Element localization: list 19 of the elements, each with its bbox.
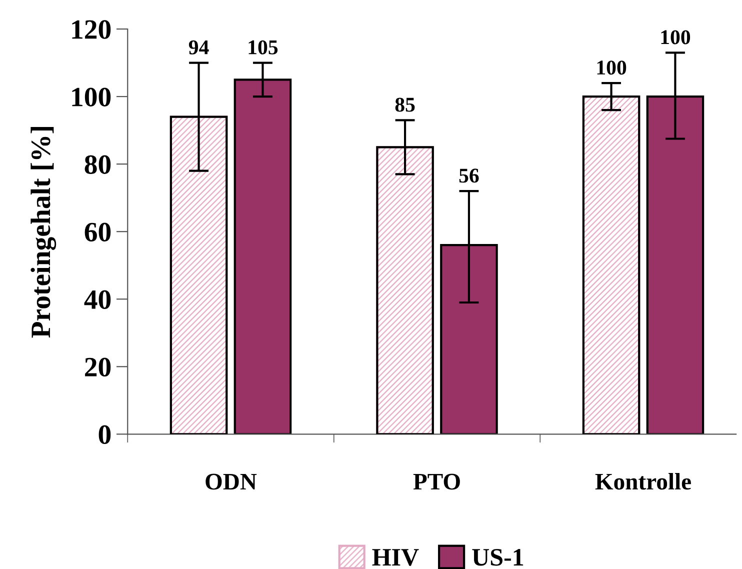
y-tick-label: 60 (84, 222, 111, 242)
data-label: 100 (661, 30, 690, 44)
data-label: 100 (597, 60, 626, 75)
data-label: 85 (395, 98, 415, 112)
data-label: 105 (248, 40, 278, 54)
y-tick-label: 40 (84, 290, 111, 310)
data-label: 94 (188, 40, 209, 54)
y-tick-label: 80 (84, 155, 111, 174)
y-tick-label: 0 (98, 425, 111, 444)
y-tick-label: 100 (72, 88, 111, 106)
legend-label: US-1 (472, 548, 524, 566)
x-tick-label: PTO (413, 474, 460, 490)
legend-label: HIV (372, 549, 419, 566)
x-tick-label: ODN (206, 474, 257, 490)
y-tick-label: 120 (72, 20, 111, 39)
y-axis-title: Proteingehalt [%] (30, 127, 56, 338)
x-tick-label: Kontrolle (595, 473, 691, 490)
y-tick-label: 20 (85, 358, 111, 377)
data-label: 56 (459, 168, 479, 183)
